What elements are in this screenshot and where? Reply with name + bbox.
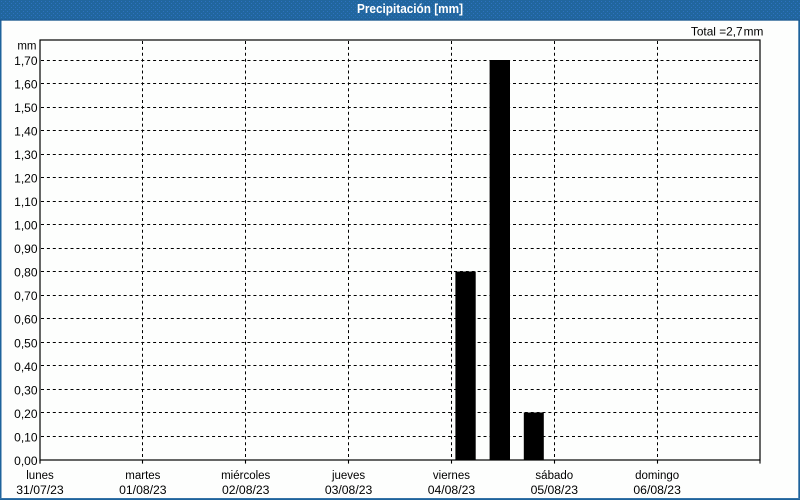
svg-text:1,30: 1,30 [14,148,38,162]
svg-text:1,00: 1,00 [14,219,38,233]
svg-text:lunes: lunes [26,470,54,482]
svg-text:mm: mm [17,40,36,52]
svg-text:martes: martes [125,470,160,482]
svg-text:0,30: 0,30 [14,383,38,397]
svg-text:1,50: 1,50 [14,101,38,115]
svg-text:0,40: 0,40 [14,360,38,374]
svg-text:0,20: 0,20 [14,407,38,421]
svg-text:miércoles: miércoles [221,470,270,482]
svg-text:05/08/23: 05/08/23 [531,483,579,497]
svg-text:sábado: sábado [535,470,573,482]
svg-text:01/08/23: 01/08/23 [119,483,167,497]
svg-text:Total =2,7 mm: Total =2,7 mm [691,24,764,38]
svg-text:03/08/23: 03/08/23 [325,483,373,497]
svg-text:1,20: 1,20 [14,172,38,186]
svg-text:1,10: 1,10 [14,195,38,209]
svg-text:0,60: 0,60 [14,313,38,327]
svg-text:0,50: 0,50 [14,336,38,350]
svg-text:0,80: 0,80 [14,266,38,280]
svg-text:1,60: 1,60 [14,77,38,91]
svg-text:0,70: 0,70 [14,289,38,303]
svg-text:02/08/23: 02/08/23 [222,483,270,497]
svg-text:domingo: domingo [635,470,679,482]
svg-text:1,70: 1,70 [14,54,38,68]
svg-text:31/07/23: 31/07/23 [16,483,64,497]
svg-text:jueves: jueves [331,470,365,482]
svg-text:06/08/23: 06/08/23 [633,483,681,497]
svg-text:0,10: 0,10 [14,430,38,444]
svg-text:0,90: 0,90 [14,242,38,256]
svg-text:viernes: viernes [433,470,470,482]
svg-text:Precipitación [mm]: Precipitación [mm] [357,2,463,16]
svg-text:0,00: 0,00 [14,454,38,468]
svg-text:04/08/23: 04/08/23 [428,483,476,497]
svg-text:1,40: 1,40 [14,124,38,138]
